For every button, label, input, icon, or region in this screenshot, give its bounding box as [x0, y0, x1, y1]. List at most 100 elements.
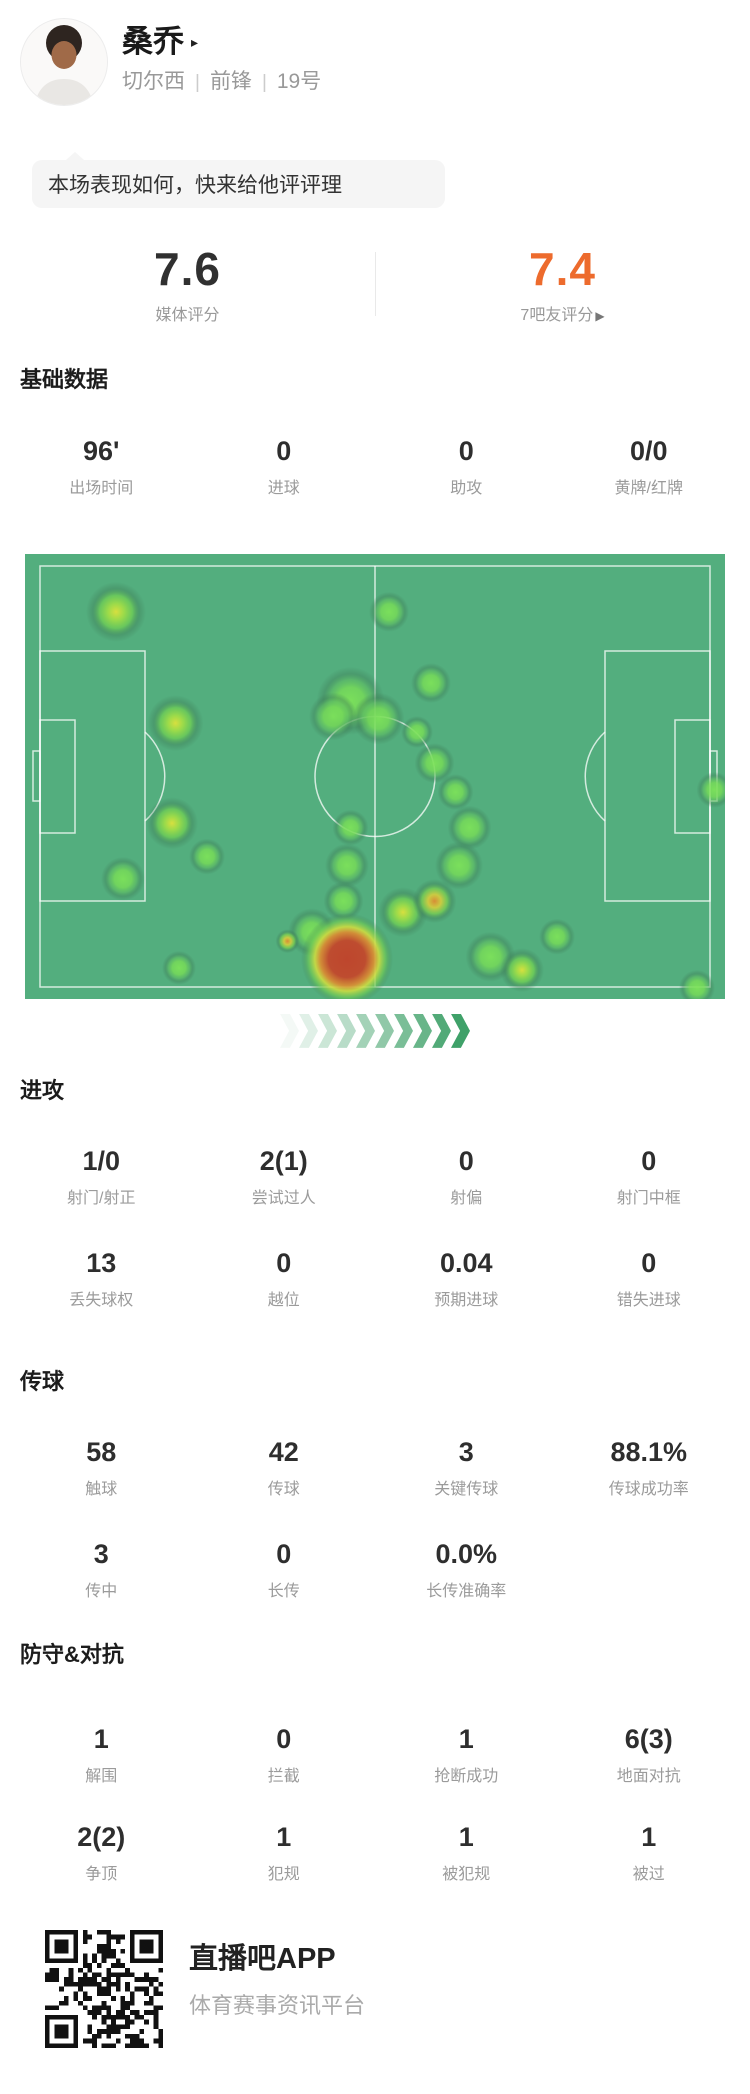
rate-prompt-banner[interactable]: 本场表现如何，快来给他评评理 [32, 152, 445, 208]
stat-label: 射偏 [450, 1190, 483, 1208]
separator: | [261, 72, 267, 93]
stat-value: 3 [458, 1437, 474, 1468]
ratings-row: 7.6 媒体评分 7.4 7吧友评分 ▶ [0, 246, 750, 325]
stat-row: 1 解围 0 拦截 1 抢断成功 6(3) 地面对抗 [0, 1724, 750, 1786]
player-team: 切尔西 [122, 70, 185, 93]
stat-label: 拦截 [267, 1767, 300, 1785]
stat-cell: 42 传球 [193, 1437, 376, 1499]
stat-cell: 6(3) 地面对抗 [558, 1724, 741, 1786]
heat-point [147, 694, 204, 751]
heat-point [401, 715, 433, 748]
stat-value: 13 [86, 1248, 117, 1279]
section-passing: 传球 58 触球 42 传球 3 关键传球 88.1% 传球成功率 3 传中 0 长传 0.0% 长传准确… [0, 1369, 750, 1602]
heat-point [447, 805, 492, 850]
stat-cell: 1 被过 [558, 1822, 741, 1884]
chevron-right-icon [413, 1013, 432, 1048]
pitch-lines [32, 565, 718, 988]
stat-label: 尝试过人 [251, 1190, 316, 1208]
stat-cell: 13 丢失球权 [10, 1248, 193, 1310]
section-attack: 进攻 1/0 射门/射正 2(1) 尝试过人 0 射偏 0 射门中框 13 丢失球权 0 越位 0.04… [0, 1078, 750, 1311]
heat-point [437, 773, 474, 810]
stat-value: 1 [276, 1822, 292, 1853]
player-position: 前锋 [209, 70, 252, 93]
stat-label: 丢失球权 [69, 1292, 134, 1310]
chevron-right-icon [394, 1013, 413, 1048]
stat-label: 关键传球 [434, 1481, 499, 1499]
heat-point [412, 878, 457, 923]
stat-label: 越位 [267, 1292, 300, 1310]
section-title: 传球 [20, 1368, 65, 1394]
chevron-right-icon [337, 1013, 356, 1048]
chevron-right-icon [318, 1013, 337, 1048]
stat-value: 0.0% [435, 1539, 498, 1570]
stat-value: 2(1) [259, 1146, 308, 1177]
stat-value: 0 [458, 1146, 474, 1177]
chevron-right-icon: ▸ [191, 33, 199, 50]
heat-point [332, 809, 369, 846]
stat-label: 预期进球 [434, 1292, 499, 1310]
section-defense: 防守&对抗 1 解围 0 拦截 1 抢断成功 6(3) 地面对抗 2(2) 争顶 1 犯规 1 被犯规 1 被… [0, 1642, 750, 1885]
heat-point [696, 771, 725, 808]
media-rating-label: 媒体评分 [155, 307, 220, 324]
heat-point [309, 692, 357, 741]
heat-blobs [86, 581, 725, 999]
stat-row: 1/0 射门/射正 2(1) 尝试过人 0 射偏 0 射门中框 [0, 1146, 750, 1208]
stat-value: 0 [276, 1723, 292, 1754]
heat-point [352, 692, 405, 745]
stat-label: 黄牌/红牌 [614, 479, 683, 497]
stat-cell: 1 抢断成功 [375, 1724, 558, 1786]
player-header[interactable]: 桑乔 ▸ 切尔西 | 前锋 | 19号 [0, 0, 750, 106]
stat-value: 0 [276, 1248, 292, 1279]
fans-rating[interactable]: 7.4 7吧友评分 ▶ [375, 246, 750, 325]
heatmap-container [25, 553, 725, 999]
stat-label: 触球 [85, 1481, 118, 1499]
stat-cell [558, 1539, 741, 1601]
stat-cell: 58 触球 [10, 1437, 193, 1499]
stat-cell: 2(2) 争顶 [10, 1822, 193, 1884]
app-name: 直播吧APP [189, 1943, 336, 1976]
player-subtitle: 切尔西 | 前锋 | 19号 [122, 71, 321, 92]
stat-value: 1/0 [82, 1146, 121, 1177]
app-footer: 直播吧APP 体育赛事资讯平台 [45, 1930, 750, 2049]
stat-label: 射门/射正 [67, 1190, 136, 1208]
heat-point [325, 843, 369, 888]
heat-point [146, 797, 198, 850]
stat-cell: 0.0% 长传准确率 [375, 1539, 558, 1601]
chevron-right-icon [356, 1013, 375, 1048]
stat-cell: 2(1) 尝试过人 [193, 1146, 376, 1208]
heat-point [101, 856, 145, 901]
stat-label: 射门中框 [616, 1190, 681, 1208]
stat-value: 0 [276, 1539, 292, 1570]
qr-code [45, 1930, 163, 2049]
stat-cell: 1 被犯规 [375, 1822, 558, 1884]
stat-row: 58 触球 42 传球 3 关键传球 88.1% 传球成功率 [0, 1437, 750, 1499]
stat-row: 2(2) 争顶 1 犯规 1 被犯规 1 被过 [0, 1822, 750, 1884]
stat-label: 传中 [85, 1583, 118, 1601]
heat-point [86, 581, 146, 642]
heat-point [323, 880, 364, 921]
stat-rows: 96' 出场时间 0 进球 0 助攻 0/0 黄牌/红牌 [0, 436, 750, 498]
stat-value: 0 [641, 1146, 657, 1177]
media-rating-value: 7.6 [154, 243, 221, 295]
stat-value: 0/0 [629, 435, 668, 466]
stat-label: 被过 [632, 1866, 665, 1884]
heat-point [539, 918, 575, 955]
stat-value: 0.04 [439, 1248, 493, 1279]
stat-cell: 0 进球 [193, 436, 376, 498]
stat-rows: 58 触球 42 传球 3 关键传球 88.1% 传球成功率 3 传中 0 长传 0.0% 长传准确率 [0, 1437, 750, 1601]
stat-cell: 0 射偏 [375, 1146, 558, 1208]
fans-rating-label: 7吧友评分 ▶ [375, 306, 750, 325]
heat-point [189, 838, 225, 875]
chevron-right-icon [375, 1013, 394, 1048]
stat-label: 助攻 [450, 479, 483, 497]
stat-value: 88.1% [610, 1437, 688, 1468]
stat-cell: 1/0 射门/射正 [10, 1146, 193, 1208]
stat-row: 96' 出场时间 0 进球 0 助攻 0/0 黄牌/红牌 [0, 436, 750, 498]
stat-cell: 0 拦截 [193, 1724, 376, 1786]
stat-value: 1 [93, 1723, 109, 1754]
section-title: 防守&对抗 [20, 1641, 124, 1667]
player-name: 桑乔 [122, 24, 184, 59]
stat-value: 2(2) [77, 1822, 126, 1853]
player-name-row[interactable]: 桑乔 ▸ [122, 26, 321, 57]
